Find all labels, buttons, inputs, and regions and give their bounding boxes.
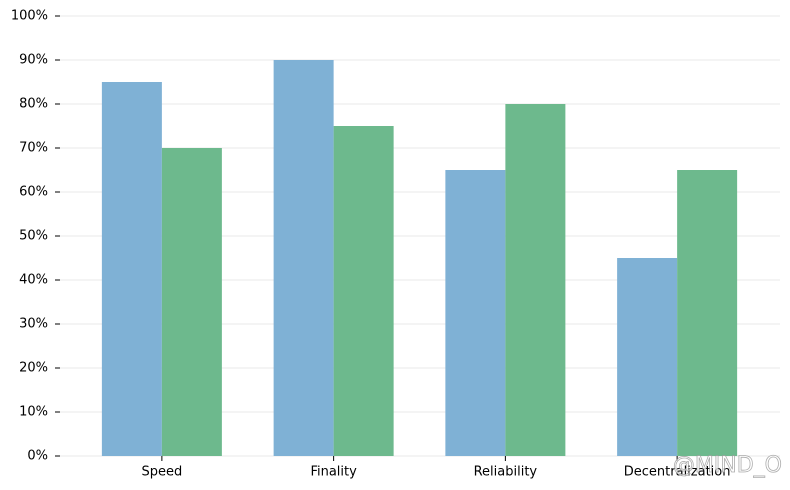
bar bbox=[333, 126, 394, 456]
y-tick-label: 40% bbox=[19, 273, 48, 288]
y-tick-label: 100% bbox=[11, 9, 48, 24]
x-tick-label: Decentralization bbox=[624, 465, 731, 480]
bar bbox=[273, 60, 334, 456]
x-tick-label: Reliability bbox=[474, 465, 538, 480]
bar bbox=[445, 170, 506, 456]
bar bbox=[505, 104, 566, 456]
bar bbox=[161, 148, 222, 456]
x-tick-label: Speed bbox=[141, 465, 182, 480]
watermark: @MIND_O bbox=[673, 453, 782, 478]
y-tick-label: 70% bbox=[19, 141, 48, 156]
bar bbox=[677, 170, 738, 456]
y-tick-label: 0% bbox=[27, 449, 48, 464]
y-tick-label: 80% bbox=[19, 97, 48, 112]
y-tick-label: 30% bbox=[19, 317, 48, 332]
bar bbox=[617, 258, 678, 456]
y-tick-label: 10% bbox=[19, 405, 48, 420]
y-tick-label: 20% bbox=[19, 361, 48, 376]
bar bbox=[101, 82, 162, 456]
y-tick-label: 90% bbox=[19, 53, 48, 68]
y-tick-label: 60% bbox=[19, 185, 48, 200]
x-tick-label: Finality bbox=[310, 465, 357, 480]
y-tick-label: 50% bbox=[19, 229, 48, 244]
